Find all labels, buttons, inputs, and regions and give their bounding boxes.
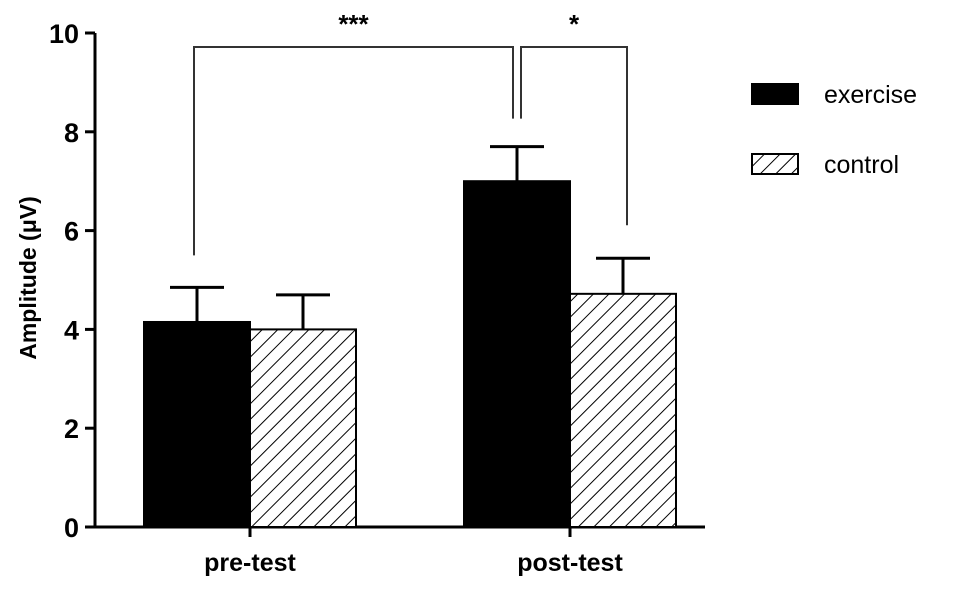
significance-label: * <box>569 9 580 39</box>
y-tick-label: 0 <box>64 513 79 543</box>
bar-exercise-pre-test <box>143 320 251 528</box>
y-axis-label: Amplitude (μV) <box>15 196 41 360</box>
bar-control-post-test <box>569 292 677 528</box>
y-tick-label: 2 <box>64 414 79 444</box>
y-tick-label: 8 <box>64 118 79 148</box>
significance-bracket <box>520 46 628 226</box>
significance-brackets: *** * <box>193 9 628 256</box>
legend: exercise control <box>751 81 917 179</box>
error-bars <box>170 145 650 330</box>
legend-swatch-exercise <box>751 83 799 105</box>
significance-bracket <box>193 46 514 256</box>
legend-label-exercise: exercise <box>824 81 917 109</box>
y-tick-label: 4 <box>64 315 79 345</box>
bar-exercise-post-test <box>463 180 571 528</box>
significance-label: *** <box>338 9 369 39</box>
x-category-label: pre-test <box>204 549 296 577</box>
y-tick-label: 6 <box>64 217 79 247</box>
bar-control-pre-test <box>249 328 357 528</box>
legend-swatch-control <box>751 153 799 175</box>
legend-label-control: control <box>824 151 899 179</box>
bars <box>143 180 677 528</box>
x-category-label: post-test <box>517 549 623 577</box>
y-tick-label: 10 <box>49 19 79 49</box>
